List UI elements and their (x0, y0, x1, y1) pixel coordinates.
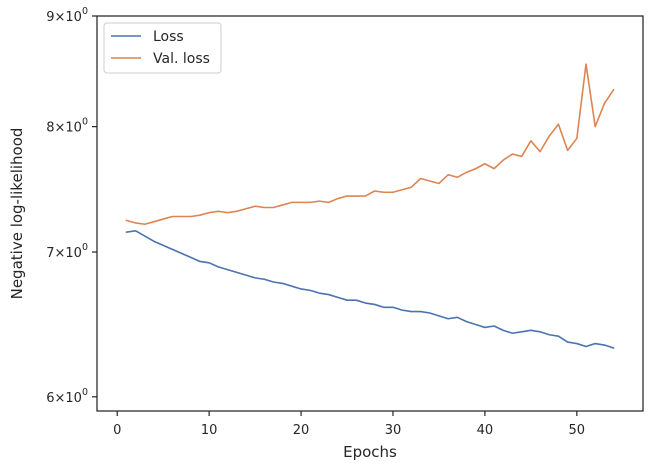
x-axis: 0 10 20 30 40 50 (113, 411, 585, 438)
y-axis-label: Negative log-likelihood (8, 128, 26, 300)
x-tick-label: 30 (385, 423, 402, 438)
x-axis-label: Epochs (343, 443, 397, 461)
series-layer (125, 63, 615, 349)
x-tick-label: 50 (569, 423, 586, 438)
series-line-loss (125, 230, 615, 349)
legend-label-loss: Loss (153, 29, 184, 45)
y-tick-label: 9×100 (46, 6, 88, 25)
x-tick-label: 40 (477, 423, 494, 438)
plot-area (97, 16, 643, 411)
y-axis: 6×100 7×100 8×100 9×100 (46, 6, 97, 406)
y-tick-label: 8×100 (46, 117, 88, 136)
x-tick-label: 0 (113, 423, 121, 438)
legend: Loss Val. loss (103, 22, 222, 74)
axes-frame (96, 15, 644, 412)
y-tick-label: 7×100 (46, 242, 88, 261)
series-line-val-loss (125, 63, 615, 226)
legend-label-val-loss: Val. loss (153, 51, 210, 67)
x-tick-label: 10 (201, 423, 218, 438)
x-tick-label: 20 (293, 423, 310, 438)
y-tick-label: 6×100 (46, 387, 88, 406)
